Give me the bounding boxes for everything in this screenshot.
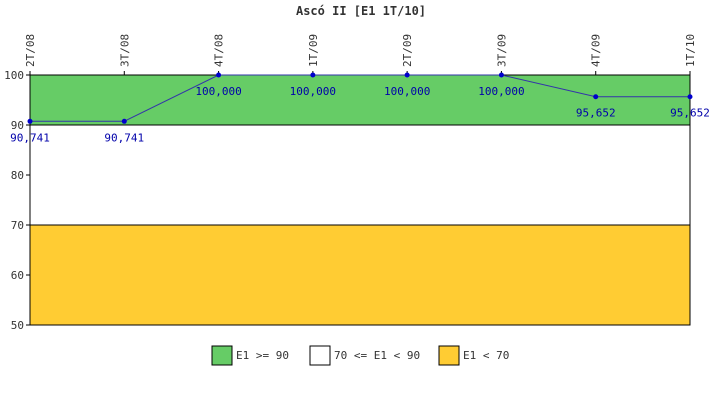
series <box>27 72 693 124</box>
data-point-0 <box>27 118 33 124</box>
data-point-2 <box>216 72 222 78</box>
data-label-1: 90,741 <box>104 131 144 144</box>
data-label-2: 100,000 <box>195 85 241 98</box>
data-point-3 <box>310 72 316 78</box>
x-tick-label-0: 2T/08 <box>24 34 37 67</box>
chart-title: Ascó II [E1 1T/10] <box>296 4 426 18</box>
y-tick-label-60: 60 <box>11 269 24 282</box>
band-1 <box>29 124 691 226</box>
y-tick-label-90: 90 <box>11 119 24 132</box>
data-point-6 <box>593 94 599 100</box>
x-tick-label-3: 1T/09 <box>307 34 320 67</box>
data-point-5 <box>498 72 504 78</box>
data-label-5: 100,000 <box>478 85 524 98</box>
legend: E1 >= 90 70 <= E1 < 90 E1 < 70 <box>211 345 509 366</box>
data-point-1 <box>121 118 127 124</box>
y-tick-label-80: 80 <box>11 169 24 182</box>
data-label-6: 95,652 <box>576 107 616 120</box>
y-axis: 50 60 70 80 90 100 <box>4 69 31 332</box>
data-point-7 <box>687 94 693 100</box>
series-line-0 <box>30 74 690 122</box>
y-tick-label-70: 70 <box>11 219 24 232</box>
legend-label-1: 70 <= E1 < 90 <box>334 349 420 362</box>
threshold-bands <box>29 74 691 326</box>
x-tick-label-1: 3T/08 <box>118 34 131 67</box>
data-point-4 <box>404 72 410 78</box>
legend-swatch-1 <box>309 345 331 366</box>
x-tick-label-4: 2T/09 <box>401 34 414 67</box>
band-2 <box>29 224 691 326</box>
legend-label-2: E1 < 70 <box>463 349 509 362</box>
data-label-3: 100,000 <box>290 85 336 98</box>
data-label-0: 90,741 <box>10 131 50 144</box>
x-axis: 2T/08 3T/08 4T/08 1T/09 2T/09 3T/09 4T/09 1T/10 <box>24 34 697 75</box>
legend-swatch-2 <box>438 345 460 366</box>
data-labels: 90,741 90,741 100,000 100,000 100,000 100,000… <box>10 85 710 144</box>
x-tick-label-6: 4T/09 <box>590 34 603 67</box>
data-label-7: 95,652 <box>670 107 710 120</box>
x-tick-label-7: 1T/10 <box>684 34 697 67</box>
data-label-4: 100,000 <box>384 85 430 98</box>
band-0 <box>29 74 691 126</box>
legend-swatch-0 <box>211 345 233 366</box>
legend-label-0: E1 >= 90 <box>236 349 289 362</box>
y-tick-label-50: 50 <box>11 319 24 332</box>
x-tick-label-5: 3T/09 <box>495 34 508 67</box>
y-tick-label-100: 100 <box>4 69 24 82</box>
x-tick-label-2: 4T/08 <box>213 34 226 67</box>
